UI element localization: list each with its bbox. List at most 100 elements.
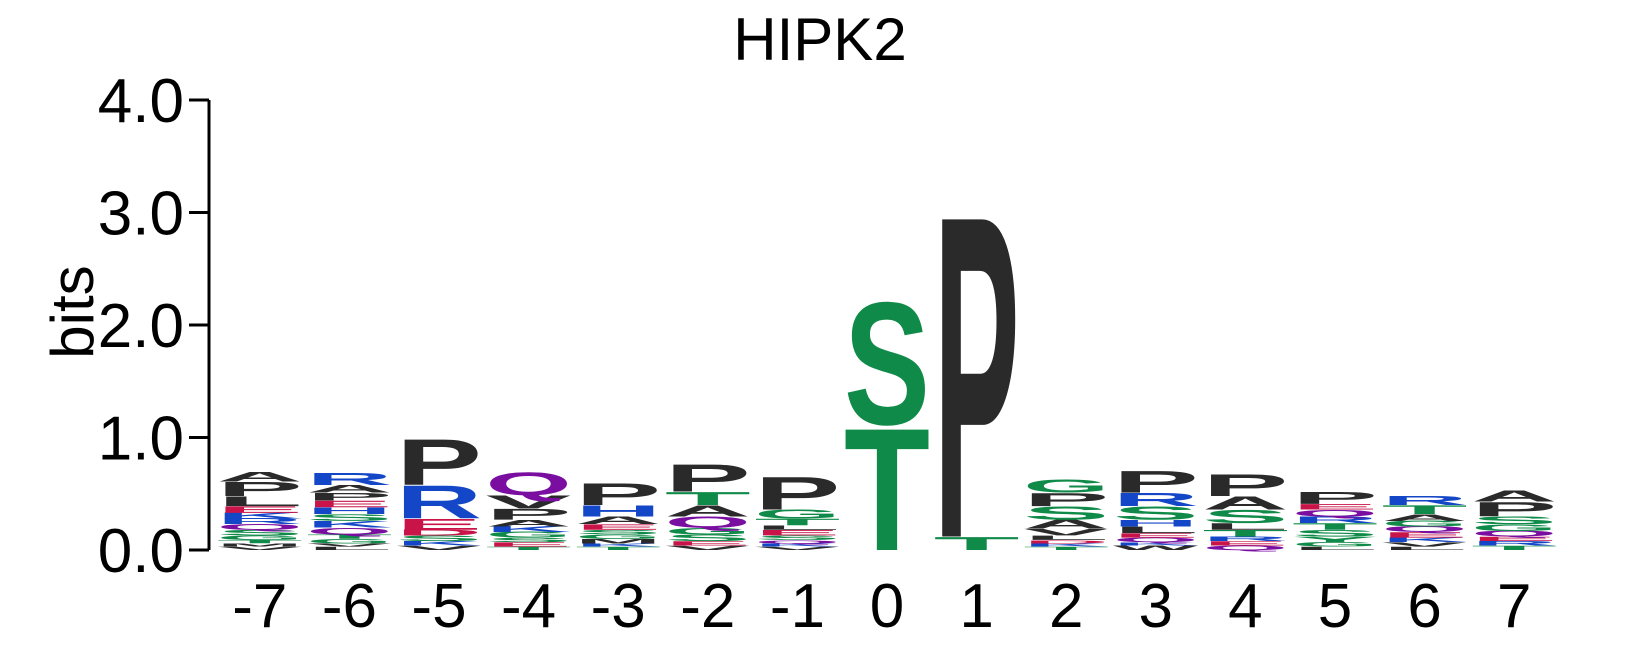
y-axis-ticks: 0.0 1.0 2.0 3.0 4.0 bbox=[98, 67, 209, 586]
residue-letter-K: K bbox=[306, 519, 392, 529]
residue-letter-R: R bbox=[1471, 540, 1557, 547]
residue-letter-Q: Q bbox=[1471, 529, 1557, 538]
residue-letter-L: L bbox=[1023, 534, 1109, 541]
residue-letter-E: E bbox=[1292, 502, 1378, 511]
x-tick-label: 3 bbox=[1139, 572, 1173, 641]
residue-letter-V: V bbox=[1023, 527, 1109, 537]
residue-letter-E: E bbox=[1471, 535, 1557, 542]
residue-letter-S: S bbox=[306, 512, 392, 522]
residue-letter-T: T bbox=[1471, 544, 1557, 551]
y-tick-label: 4.0 bbox=[98, 67, 184, 136]
y-tick-label: 1.0 bbox=[98, 405, 184, 474]
residue-letter-S: S bbox=[754, 534, 840, 541]
residue-letter-Q: Q bbox=[1382, 525, 1468, 534]
residue-letter-E: E bbox=[1202, 540, 1288, 547]
residue-letter-E: E bbox=[1382, 531, 1468, 540]
residue-letter-R: R bbox=[1382, 494, 1468, 508]
residue-letter-Q: Q bbox=[486, 465, 572, 502]
residue-letter-Q: Q bbox=[217, 523, 303, 532]
residue-letter-P: P bbox=[1471, 498, 1557, 521]
residue-letter-S: S bbox=[486, 537, 572, 544]
residue-letter-P: P bbox=[396, 425, 482, 499]
residue-letter-K: K bbox=[486, 525, 572, 534]
residue-letter-L: L bbox=[754, 524, 840, 531]
x-axis-tick-labels: -7 -6 -5 -4 -3 -2 -1 0 1 2 3 4 5 6 7 bbox=[232, 572, 1531, 641]
residue-letter-P: P bbox=[1292, 489, 1378, 508]
residue-letter-E: E bbox=[1113, 532, 1199, 539]
residue-letter-P: P bbox=[665, 457, 751, 500]
residue-letter-D: D bbox=[396, 528, 482, 537]
residue-letter-L: L bbox=[1202, 521, 1288, 531]
residue-letter-K: K bbox=[1382, 536, 1468, 543]
residue-letter-E: E bbox=[575, 523, 661, 532]
residue-letter-G: G bbox=[486, 531, 572, 540]
residue-letter-G: G bbox=[1023, 476, 1109, 497]
residue-letter-T: T bbox=[217, 539, 303, 544]
residue-letter-E: E bbox=[396, 516, 482, 533]
residue-letter-P: P bbox=[1113, 464, 1199, 499]
residue-letter-S: S bbox=[844, 266, 930, 462]
residue-letter-V: V bbox=[1382, 541, 1468, 548]
residue-letter-R: R bbox=[217, 517, 303, 526]
x-tick-label: 2 bbox=[1049, 572, 1083, 641]
residue-letter-H: H bbox=[306, 506, 392, 516]
x-tick-label: -1 bbox=[770, 572, 825, 641]
residue-letter-T: T bbox=[575, 546, 661, 551]
residue-letter-K: K bbox=[1113, 541, 1199, 546]
residue-letter-P: P bbox=[754, 467, 840, 520]
residue-letter-A: A bbox=[306, 483, 392, 495]
residue-letter-T: T bbox=[486, 546, 572, 551]
residue-letter-G: G bbox=[1292, 541, 1378, 548]
residue-letter-E: E bbox=[754, 528, 840, 537]
residue-letter-E: E bbox=[306, 499, 392, 509]
residue-letter-V: V bbox=[665, 544, 751, 551]
residue-letter-S: S bbox=[396, 534, 482, 543]
residue-letter-K: K bbox=[217, 511, 303, 520]
residue-letter-T: T bbox=[934, 533, 1020, 554]
residue-letter-G: G bbox=[306, 538, 392, 545]
residue-letter-L: L bbox=[1292, 546, 1378, 551]
residue-letter-S: S bbox=[1023, 503, 1109, 524]
residue-letter-A: A bbox=[1202, 493, 1288, 514]
residue-letter-L: L bbox=[217, 493, 303, 509]
residue-letter-A: A bbox=[486, 518, 572, 528]
residue-letter-V: V bbox=[217, 546, 303, 551]
residue-letter-R: R bbox=[396, 477, 482, 529]
residue-letter-A: A bbox=[1023, 517, 1109, 531]
residue-letter-T: T bbox=[306, 533, 392, 540]
residue-letter-G: G bbox=[1382, 519, 1468, 528]
residue-letter-V: V bbox=[306, 542, 392, 547]
residue-letter-V: V bbox=[486, 492, 572, 513]
x-tick-label: 5 bbox=[1318, 572, 1352, 641]
residue-letter-K: K bbox=[396, 540, 482, 547]
residue-letter-Q: Q bbox=[1202, 544, 1288, 551]
residue-letter-E: E bbox=[665, 540, 751, 547]
residue-letter-Y: Y bbox=[1292, 535, 1378, 544]
x-tick-label: -3 bbox=[591, 572, 646, 641]
residue-letter-P: P bbox=[934, 120, 1020, 635]
residue-letter-S: S bbox=[1113, 503, 1199, 524]
chart-title: HIPK2 bbox=[733, 6, 906, 73]
residue-letter-S: S bbox=[575, 529, 661, 536]
residue-letter-S: S bbox=[1471, 514, 1557, 526]
residue-letter-A: A bbox=[575, 514, 661, 526]
logo-column-1: TP bbox=[934, 120, 1020, 635]
residue-letter-P: P bbox=[1202, 468, 1288, 503]
residue-letter-H: H bbox=[575, 502, 661, 519]
y-tick-label: 3.0 bbox=[98, 180, 184, 249]
residue-letter-Q: Q bbox=[1292, 508, 1378, 519]
residue-letter-Q: Q bbox=[665, 513, 751, 530]
residue-letter-T: T bbox=[754, 517, 840, 527]
y-tick-label: 0.0 bbox=[98, 517, 184, 586]
x-tick-label: 0 bbox=[870, 572, 904, 641]
residue-letter-P: P bbox=[217, 478, 303, 501]
logo-column-0: TS bbox=[844, 266, 930, 588]
residue-letter-L: L bbox=[306, 546, 392, 551]
residue-letter-P: P bbox=[306, 491, 392, 503]
